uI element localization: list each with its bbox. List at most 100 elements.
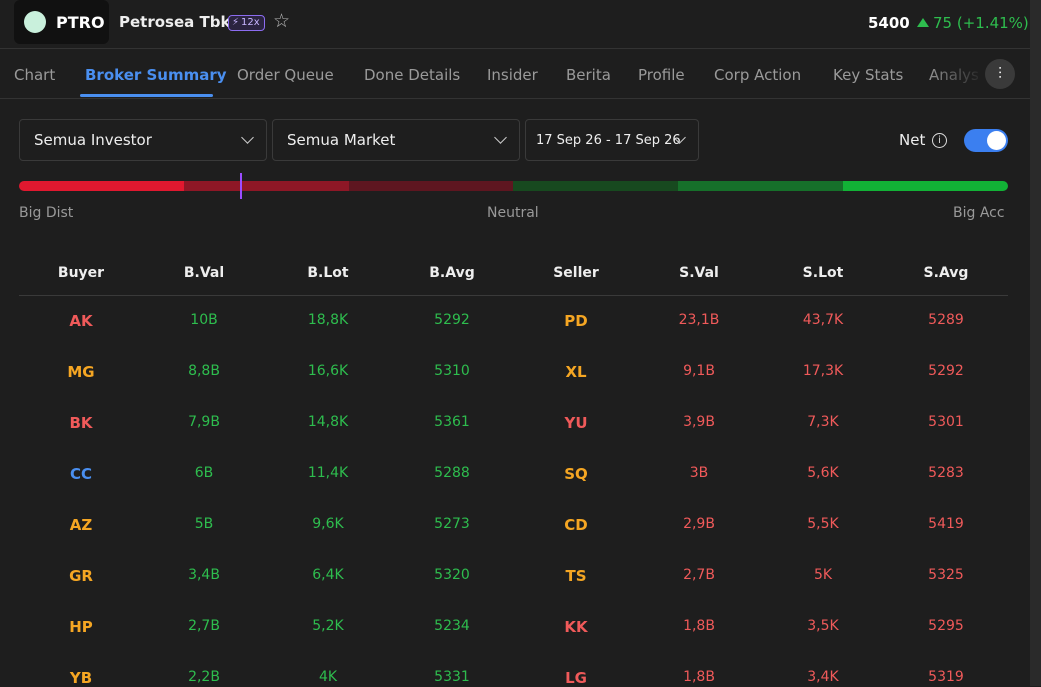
table-cell: 1,8B bbox=[683, 669, 715, 685]
ticker: PTRO bbox=[56, 13, 105, 32]
segment bbox=[348, 181, 514, 191]
table-cell: 2,7B bbox=[188, 618, 220, 634]
logo-icon bbox=[24, 11, 46, 33]
table-cell: 3,9B bbox=[683, 414, 715, 430]
tab[interactable]: Corp Action bbox=[714, 66, 802, 84]
table-cell: 5419 bbox=[928, 516, 964, 532]
segment bbox=[678, 181, 844, 191]
table-cell: 4K bbox=[318, 669, 338, 685]
tab[interactable]: Done Details bbox=[364, 66, 461, 84]
column-header: S.Val bbox=[679, 265, 719, 281]
table-cell: 5288 bbox=[434, 465, 470, 481]
table-cell: 5K bbox=[813, 567, 833, 583]
broker-code: YB bbox=[69, 669, 93, 687]
info-icon[interactable]: i bbox=[932, 133, 947, 148]
table-cell: 7,9B bbox=[188, 414, 220, 430]
broker-code: BK bbox=[69, 414, 93, 432]
segment bbox=[183, 181, 349, 191]
broker-code: MG bbox=[67, 363, 95, 381]
table-cell: 9,6K bbox=[312, 516, 344, 532]
table-cell: 5310 bbox=[434, 363, 470, 379]
tab[interactable]: Broker Summary bbox=[85, 66, 227, 84]
table-cell: 9,1B bbox=[683, 363, 715, 379]
price: 5400 bbox=[868, 14, 910, 32]
star[interactable]: ☆ bbox=[273, 10, 291, 32]
divider bbox=[0, 98, 1030, 99]
table-cell: 5301 bbox=[928, 414, 964, 430]
investor-dropdown[interactable]: Semua Investor bbox=[19, 119, 267, 161]
table-cell: 3,5K bbox=[807, 618, 839, 634]
scale-middle: Neutral bbox=[487, 205, 539, 221]
table-cell: 16,6K bbox=[307, 363, 349, 379]
badge: ⚡ 12x bbox=[228, 15, 265, 31]
scale-left: Big Dist bbox=[19, 205, 74, 221]
chevron bbox=[241, 131, 254, 144]
table-cell: 17,3K bbox=[802, 363, 844, 379]
table-cell: 5B bbox=[194, 516, 214, 532]
table-cell: 10B bbox=[190, 312, 218, 328]
column-header: Seller bbox=[553, 265, 599, 281]
table-cell: 5295 bbox=[928, 618, 964, 634]
table-cell: 5331 bbox=[434, 669, 470, 685]
tab[interactable]: Insider bbox=[487, 66, 538, 84]
scale-marker bbox=[240, 173, 242, 199]
up-arrow bbox=[917, 18, 929, 27]
table-cell: 8,8B bbox=[188, 363, 220, 379]
net-toggle[interactable] bbox=[964, 129, 1008, 152]
settings-button[interactable]: ⫶ bbox=[985, 59, 1015, 89]
broker-code: SQ bbox=[564, 465, 588, 483]
table-cell: 6B bbox=[194, 465, 214, 481]
tab-fade bbox=[925, 55, 985, 95]
table-cell: 5,5K bbox=[807, 516, 839, 532]
table-cell: 5,2K bbox=[312, 618, 344, 634]
table-cell: 5292 bbox=[928, 363, 964, 379]
table-cell: 5273 bbox=[434, 516, 470, 532]
column-header: B.Lot bbox=[307, 265, 349, 281]
broker-code: CD bbox=[564, 516, 588, 534]
table-cell: 3,4B bbox=[188, 567, 220, 583]
broker-code: TS bbox=[565, 567, 587, 585]
column-header: B.Avg bbox=[429, 265, 475, 281]
tab[interactable]: Order Queue bbox=[237, 66, 334, 84]
table-cell: 5319 bbox=[928, 669, 964, 685]
chevron bbox=[494, 131, 507, 144]
broker-code: HP bbox=[69, 618, 93, 636]
segment bbox=[513, 181, 679, 191]
column-header: Buyer bbox=[57, 265, 105, 281]
table-cell: 2,9B bbox=[683, 516, 715, 532]
table-cell: 2,2B bbox=[188, 669, 220, 685]
segment bbox=[843, 181, 1008, 191]
tab[interactable]: Chart bbox=[14, 66, 56, 84]
date-text: 17 Sep 26 - 17 Sep 26 bbox=[536, 132, 681, 148]
table-cell: 6,4K bbox=[312, 567, 344, 583]
tab[interactable]: Key Stats bbox=[833, 66, 904, 84]
column-header: S.Avg bbox=[923, 265, 969, 281]
bolt: ⚡ bbox=[232, 17, 240, 28]
badge-text: 12x bbox=[241, 17, 260, 28]
table-cell: 5325 bbox=[928, 567, 964, 583]
segment bbox=[19, 181, 184, 191]
tab-underline bbox=[80, 94, 213, 97]
table-cell: 18,8K bbox=[307, 312, 349, 328]
tab[interactable]: Profile bbox=[638, 66, 685, 84]
market-dropdown[interactable]: Semua Market bbox=[272, 119, 520, 161]
toggle-knob bbox=[987, 131, 1006, 150]
table-cell: 5234 bbox=[434, 618, 470, 634]
column-header: B.Val bbox=[183, 265, 225, 281]
date-picker[interactable]: 17 Sep 26 - 17 Sep 26 bbox=[525, 119, 699, 161]
table-cell: 7,3K bbox=[807, 414, 839, 430]
broker-code: CC bbox=[69, 465, 93, 483]
divider bbox=[0, 48, 1030, 49]
broker-code: KK bbox=[564, 618, 588, 636]
broker-code: GR bbox=[69, 567, 93, 585]
table-cell: 5361 bbox=[434, 414, 470, 430]
net-label: Net bbox=[899, 131, 926, 149]
tab[interactable]: Berita bbox=[566, 66, 611, 84]
table-cell: 2,7B bbox=[683, 567, 715, 583]
table-cell: 3B bbox=[689, 465, 709, 481]
table-cell: 23,1B bbox=[678, 312, 720, 328]
broker-code: YU bbox=[564, 414, 588, 432]
dropdown-text: Semua Market bbox=[287, 131, 396, 149]
column-header: S.Lot bbox=[802, 265, 844, 281]
table-cell: 1,8B bbox=[683, 618, 715, 634]
